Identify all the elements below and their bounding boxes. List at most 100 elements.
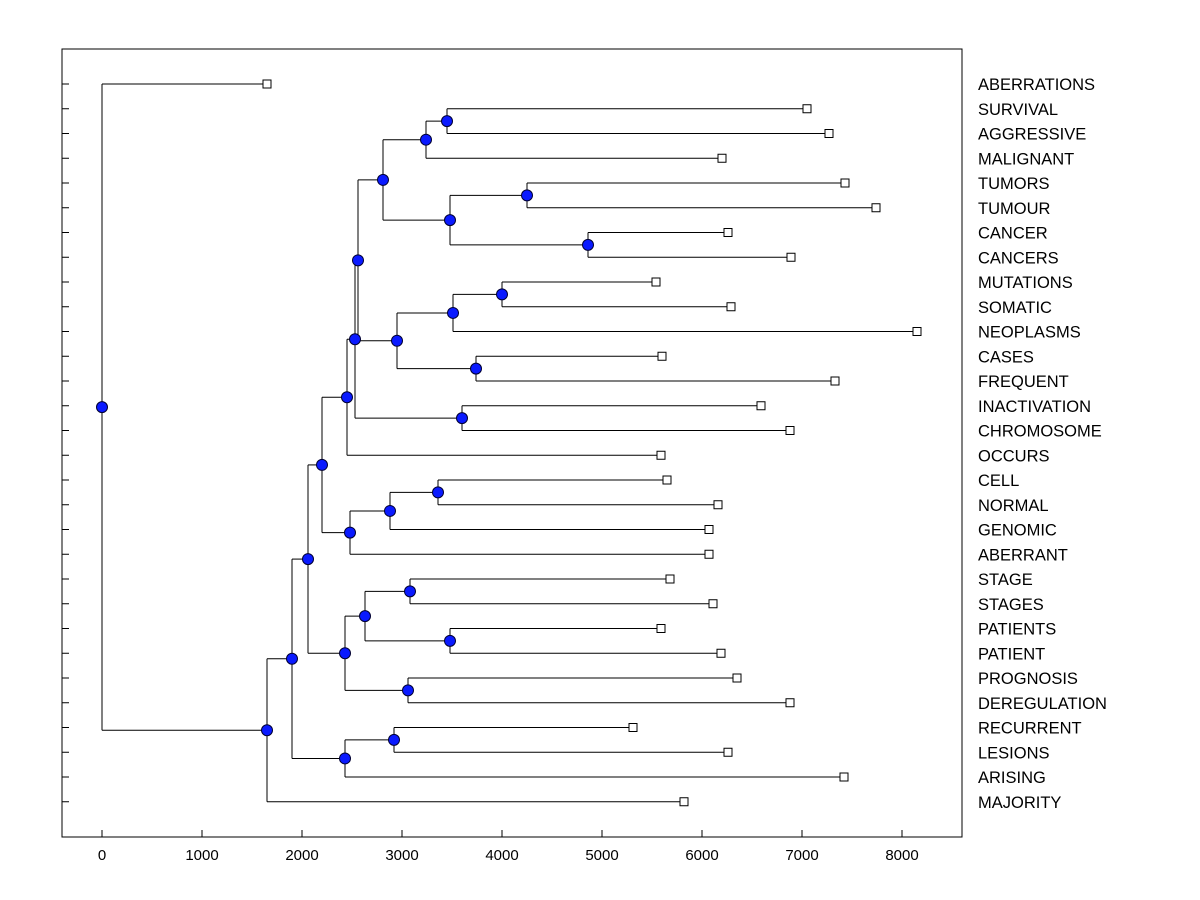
- leaf-marker: [679, 797, 689, 807]
- merge-node: [349, 333, 361, 346]
- leaf-labels: ABERRATIONS SURVIVAL AGGRESSIVE MALIGNANT TU…: [978, 76, 1107, 812]
- leaf-label: AGGRESSIVE: [978, 126, 1086, 144]
- merge-node: [441, 115, 453, 128]
- merge-node: [391, 334, 403, 347]
- merge-node: [582, 238, 594, 251]
- leaf-label: OCCURS: [978, 447, 1050, 465]
- leaf-marker: [830, 376, 840, 386]
- leaf-marker: [824, 129, 834, 138]
- dendrogram-links: [101, 83, 917, 803]
- leaf-marker: [657, 351, 667, 361]
- leaf-marker: [802, 104, 812, 114]
- leaf-marker: [662, 475, 672, 485]
- merge-node: [521, 189, 533, 202]
- leaf-label: MUTATIONS: [978, 274, 1073, 292]
- leaf-label: DEREGULATION: [978, 695, 1107, 713]
- merge-node: [496, 288, 508, 301]
- leaf-label: ABERRANT: [978, 546, 1068, 564]
- leaf-marker: [785, 698, 795, 708]
- leaf-marker: [840, 178, 850, 188]
- leaf-label: NORMAL: [978, 497, 1049, 515]
- merge-node: [341, 391, 353, 404]
- leaf-marker: [665, 574, 675, 584]
- leaf-label: STAGES: [978, 596, 1044, 614]
- leaf-marker: [726, 302, 736, 312]
- merge-node: [359, 610, 371, 623]
- leaf-label: CANCER: [978, 225, 1048, 243]
- leaf-marker: [871, 203, 881, 213]
- plot-frame: [61, 48, 963, 838]
- merge-node: [339, 752, 351, 765]
- merge-node: [404, 585, 416, 598]
- x-tick-label: 2000: [285, 847, 318, 864]
- leaf-marker: [708, 599, 718, 609]
- merge-node: [384, 504, 396, 517]
- leaf-marker: [628, 723, 638, 732]
- leaf-markers: [262, 79, 922, 807]
- merge-node: [402, 684, 414, 697]
- leaf-label: NEOPLASMS: [978, 324, 1081, 342]
- leaf-label: PROGNOSIS: [978, 670, 1078, 688]
- leaf-marker: [756, 401, 766, 411]
- merge-node: [432, 486, 444, 499]
- leaf-label: PATIENTS: [978, 621, 1056, 639]
- leaf-marker: [717, 153, 727, 163]
- leaf-label: SOMATIC: [978, 299, 1052, 317]
- leaf-marker: [651, 277, 661, 287]
- x-tick-label: 4000: [485, 847, 518, 864]
- leaf-label: ABERRATIONS: [978, 76, 1095, 94]
- leaf-marker: [723, 747, 733, 757]
- leaf-marker: [785, 426, 795, 435]
- merge-node: [444, 634, 456, 647]
- merge-node: [456, 412, 468, 425]
- leaf-marker: [716, 648, 726, 658]
- leaf-marker: [262, 79, 272, 89]
- leaf-label: ARISING: [978, 769, 1046, 787]
- leaf-marker: [713, 500, 723, 510]
- leaf-label: MAJORITY: [978, 794, 1061, 812]
- x-ticks: 0 1000 2000 3000 4000 5000 6000 7000 8000: [98, 830, 919, 864]
- merge-node: [352, 254, 364, 267]
- merge-node: [316, 458, 328, 471]
- merge-node: [447, 306, 459, 319]
- leaf-label: STAGE: [978, 571, 1033, 589]
- leaf-label: RECURRENT: [978, 720, 1082, 738]
- leaf-label: CHROMOSOME: [978, 423, 1102, 441]
- x-tick-label: 1000: [185, 847, 218, 864]
- leaf-label: CANCERS: [978, 249, 1059, 267]
- x-tick-label: 0: [98, 847, 106, 864]
- x-tick-label: 8000: [885, 847, 918, 864]
- leaf-label: CELL: [978, 472, 1019, 490]
- leaf-marker: [656, 624, 666, 633]
- leaf-label: TUMOUR: [978, 200, 1050, 218]
- merge-node: [377, 173, 389, 186]
- merge-node: [261, 724, 273, 737]
- merge-node: [470, 362, 482, 375]
- leaf-marker: [723, 228, 733, 237]
- leaf-label: TUMORS: [978, 175, 1050, 193]
- leaf-marker: [704, 549, 714, 559]
- merge-node: [96, 401, 108, 414]
- merge-node: [302, 553, 314, 566]
- leaf-marker: [732, 673, 742, 683]
- leaf-marker: [656, 450, 666, 460]
- x-tick-label: 7000: [785, 847, 818, 864]
- merge-node: [339, 647, 351, 660]
- x-tick-label: 6000: [685, 847, 718, 864]
- leaf-label: LESIONS: [978, 744, 1050, 762]
- leaf-marker: [786, 252, 796, 262]
- leaf-label: FREQUENT: [978, 373, 1069, 391]
- x-tick-label: 3000: [385, 847, 418, 864]
- merge-nodes: [96, 115, 594, 765]
- merge-node: [388, 733, 400, 746]
- leaf-label: CASES: [978, 348, 1034, 366]
- merge-node: [344, 526, 356, 539]
- merge-node: [286, 652, 298, 665]
- y-ticks: [62, 83, 69, 803]
- leaf-marker: [912, 327, 922, 336]
- merge-node: [444, 214, 456, 227]
- x-tick-label: 5000: [585, 847, 618, 864]
- leaf-label: GENOMIC: [978, 522, 1057, 540]
- leaf-marker: [704, 525, 714, 534]
